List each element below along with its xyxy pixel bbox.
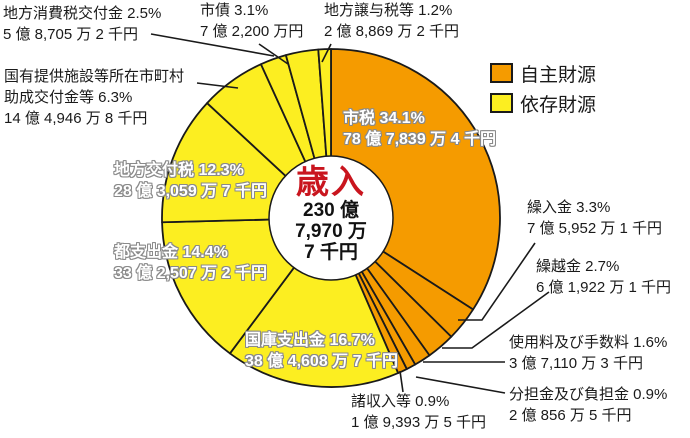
- donut-hole: [268, 155, 394, 281]
- slice-label-line: 地方交付税 12.3%: [114, 162, 244, 179]
- legend-item-jishu: 自主財源: [490, 61, 597, 86]
- slice-label-kokuyu-teikyo: 国有提供施設等所在市町村 助成交付金等 6.3% 14 億 4,946 万 8 千円: [4, 66, 184, 129]
- legend-item-izon: 依存財源: [490, 91, 597, 116]
- slice-label-line: 助成交付金等 6.3%: [4, 89, 133, 106]
- slice-label-kuriirekin: 繰入金 3.3% 7 億 5,952 万 1 千円: [527, 197, 662, 239]
- slice-label-chiho-joyozei: 地方譲与税等 1.2% 2 億 8,869 万 2 千円: [324, 0, 459, 42]
- leader-line-chiho-joyozei: [321, 43, 332, 63]
- slice-label-kokko-shishutsukin: 国庫支出金 16.7% 38 億 4,608 万 7 千円: [245, 330, 398, 372]
- slice-label-line: 使用料及び手数料 1.6%: [509, 334, 668, 351]
- slice-label-line: 3 億 7,110 万 3 千円: [509, 355, 643, 372]
- slice-label-line: 諸収入等 0.9%: [351, 393, 450, 410]
- slice-label-buntankin-futankin: 分担金及び負担金 0.9% 2 億 856 万 5 千円: [509, 384, 667, 426]
- slice-label-line: 市税 34.1%: [343, 110, 425, 127]
- slice-label-shisai: 市債 3.1% 7 億 2,200 万円: [200, 0, 303, 42]
- chart-title: 歳入: [295, 163, 366, 200]
- legend-swatch-orange: [490, 63, 513, 83]
- slice-label-line: 7 億 5,952 万 1 千円: [527, 220, 663, 237]
- slice-label-chiho-kofuzei: 地方交付税 12.3% 28 億 3,059 万 7 千円: [114, 160, 267, 202]
- slice-label-shiyoryo-tesuryo: 使用料及び手数料 1.6% 3 億 7,110 万 3 千円: [509, 332, 667, 374]
- slice-label-line: 繰越金 2.7%: [536, 258, 620, 275]
- chart-center-text: 歳入 230 億 7,970 万 7 千円: [295, 163, 367, 264]
- legend-swatch-yellow: [490, 93, 513, 113]
- legend-label: 自主財源: [520, 64, 597, 86]
- slice-label-line: 1 億 9,393 万 5 千円: [351, 414, 487, 431]
- slice-label-line: 6 億 1,922 万 1 千円: [536, 279, 672, 296]
- leader-line-kurikoshikin: [442, 291, 550, 349]
- chart-total: 230 億 7,970 万 7 千円: [295, 200, 367, 263]
- slice-label-line: 市債 3.1%: [200, 2, 269, 19]
- slice-label-line: 都支出金 14.4%: [114, 244, 228, 261]
- slice-label-line: 5 億 8,705 万 2 千円: [3, 26, 139, 43]
- slice-label-line: 分担金及び負担金 0.9%: [509, 386, 668, 403]
- slice-label-kurikoshikin: 繰越金 2.7% 6 億 1,922 万 1 千円: [536, 256, 671, 298]
- slice-label-line: 地方譲与税等 1.2%: [324, 2, 453, 19]
- pie-slice-kokko-shishutsukin: [229, 217, 400, 388]
- total-line: 230 億: [303, 200, 359, 221]
- slice-label-line: 33 億 2,507 万 2 千円: [114, 265, 267, 282]
- leader-lines: [150, 33, 550, 394]
- slice-label-line: 38 億 4,608 万 7 千円: [245, 353, 398, 370]
- slice-label-line: 2 億 8,869 万 2 千円: [324, 23, 460, 40]
- leader-line-shisai: [258, 43, 289, 65]
- slice-label-line: 28 億 3,059 万 7 千円: [114, 183, 267, 200]
- total-line: 7 千円: [304, 242, 358, 263]
- slice-label-line: 2 億 856 万 5 千円: [509, 407, 632, 424]
- slice-label-line: 地方消費税交付金 2.5%: [3, 5, 162, 22]
- slice-label-line: 78 億 7,839 万 4 千円: [343, 131, 496, 148]
- slice-label-to-shishutsukin: 都支出金 14.4% 33 億 2,507 万 2 千円: [114, 242, 267, 284]
- leader-line-kokuyu-teikyo: [196, 82, 239, 89]
- slice-label-line: 14 億 4,946 万 8 千円: [4, 110, 148, 127]
- leader-line-shoshunyu: [399, 370, 404, 393]
- legend: 自主財源 依存財源: [490, 61, 596, 121]
- slice-label-line: 国有提供施設等所在市町村: [4, 68, 185, 85]
- slice-label-line: 国庫支出金 16.7%: [245, 332, 375, 349]
- slice-label-shoshunyu: 諸収入等 0.9% 1 億 9,393 万 5 千円: [351, 391, 486, 433]
- slice-label-shizei: 市税 34.1% 78 億 7,839 万 4 千円: [343, 108, 496, 150]
- slice-label-line: 繰入金 3.3%: [527, 199, 611, 216]
- leader-line-chiho-shohizei: [150, 33, 275, 57]
- slice-label-chiho-shohizei: 地方消費税交付金 2.5% 5 億 8,705 万 2 千円: [3, 3, 161, 45]
- total-line: 7,970 万: [295, 221, 367, 242]
- leader-line-buntankin-futankin: [415, 376, 506, 394]
- leader-line-kuriirekin: [458, 242, 536, 321]
- legend-label: 依存財源: [520, 94, 597, 116]
- slice-label-line: 7 億 2,200 万円: [200, 23, 304, 40]
